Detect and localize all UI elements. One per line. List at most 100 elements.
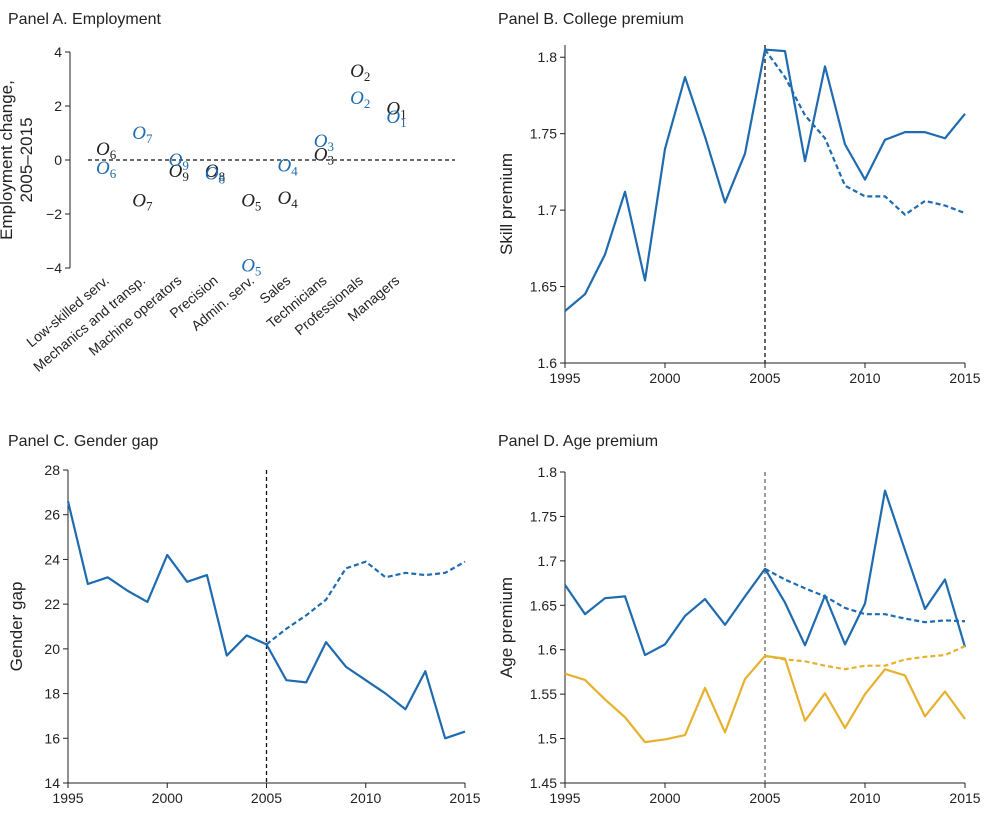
point-label-index: 7 [146, 131, 153, 146]
y-tick-label: 1.75 [530, 126, 557, 142]
point-label-base: O [205, 161, 219, 182]
x-tick-label: 2000 [649, 370, 680, 386]
point-label: O1 [386, 99, 406, 122]
y-tick-label: 26 [44, 507, 60, 523]
point-label-base: O [350, 61, 364, 82]
point-label-base: O [241, 255, 255, 276]
y-axis-label: Age premium [497, 577, 516, 678]
x-tick-label: 2010 [350, 790, 381, 806]
y-axis-label: Skill premium [497, 153, 516, 255]
y-axis-label: Employment change,2005–2015 [0, 80, 36, 240]
point-label: O7 [132, 123, 153, 146]
y-axis-label-line: Employment change, [0, 80, 16, 240]
point-label-index: 1 [400, 115, 407, 130]
y-tick-label: 1.7 [538, 202, 558, 218]
point-label: O8 [205, 161, 225, 184]
y-tick-label: 1.6 [538, 355, 558, 371]
panel-title: Panel A. Employment [8, 11, 162, 28]
y-tick-label: 22 [44, 596, 60, 612]
point-label-base: O [169, 161, 183, 182]
panel: Panel C. Gender gap Gender gap 14 16 18 20 22 2… [7, 433, 481, 806]
y-tick-label: 1.8 [538, 49, 558, 65]
point-label: O4 [278, 188, 299, 211]
y-axis-label: Gender gap [7, 582, 26, 672]
point-label-index: 5 [255, 263, 262, 278]
point-label-base: O [241, 191, 255, 212]
point-label-base: O [132, 123, 146, 144]
point-label-index: 8 [219, 172, 226, 187]
point-label-index: 9 [182, 158, 189, 173]
point-label-index: 9 [182, 169, 189, 184]
point-label: O9 [169, 161, 189, 184]
point-label: O4 [278, 155, 299, 178]
point-label-base: O [169, 150, 183, 171]
point-label-base: O [96, 139, 110, 160]
panel: Panel D. Age premium Age premium 1.45 1.5 1.… [497, 433, 981, 806]
point-label-index: 3 [328, 139, 335, 154]
y-tick-label: 28 [44, 462, 60, 478]
y-tick-label: 2 [54, 98, 62, 114]
x-tick-label: 2015 [449, 790, 480, 806]
point-label-base: O [278, 155, 292, 176]
y-tick-label: 1.75 [530, 508, 557, 524]
series-line [764, 567, 966, 624]
y-axis-label-line: Gender gap [7, 582, 26, 672]
point-label: O8 [205, 164, 225, 187]
x-tick-label: 2015 [949, 370, 980, 386]
point-label: O2 [350, 88, 370, 111]
point-label-index: 3 [328, 153, 335, 168]
point-label: O6 [96, 139, 117, 162]
y-tick-label: 18 [44, 686, 60, 702]
point-label-base: O [386, 99, 400, 120]
y-tick-label: 24 [44, 551, 60, 567]
y-tick-label: 1.5 [538, 731, 558, 747]
panel-title: Panel D. Age premium [498, 433, 658, 450]
x-tick-label: 2015 [949, 790, 980, 806]
y-tick-label: 1.8 [538, 464, 558, 480]
point-label-base: O [96, 158, 110, 179]
point-label-base: O [205, 164, 219, 185]
y-tick-label: 1.65 [530, 279, 557, 295]
x-tick-label: 1995 [549, 370, 580, 386]
y-axis-label-line: Age premium [497, 577, 516, 678]
point-label-index: 5 [255, 199, 262, 214]
point-label-index: 2 [364, 96, 371, 111]
x-tick-label: 2000 [649, 790, 680, 806]
x-tick-label: 2000 [152, 790, 183, 806]
y-tick-label: −2 [46, 206, 62, 222]
panel-title: Panel C. Gender gap [8, 433, 158, 450]
point-label-base: O [386, 107, 400, 128]
point-label: O3 [314, 131, 334, 154]
point-label: O2 [350, 61, 370, 84]
point-label-index: 7 [146, 199, 153, 214]
x-tick-label: 2005 [749, 370, 780, 386]
y-axis-label-line: Skill premium [497, 153, 516, 255]
point-label: O3 [314, 145, 334, 168]
point-label: O9 [169, 150, 189, 173]
y-tick-label: 1.65 [530, 597, 557, 613]
x-tick-label: 1995 [549, 790, 580, 806]
point-label-index: 8 [219, 169, 226, 184]
panel: Panel B. College premium Skill premium 1.6… [497, 11, 981, 386]
point-label: O7 [132, 191, 153, 214]
point-label-base: O [278, 188, 292, 209]
panel-title: Panel B. College premium [498, 11, 684, 28]
point-label: O1 [386, 107, 406, 130]
point-label-base: O [314, 145, 328, 166]
x-tick-label: 1995 [52, 790, 83, 806]
panel: Panel A. Employment Employment change,200… [0, 11, 455, 375]
point-label-index: 4 [291, 163, 298, 178]
y-axis-label-line: 2005–2015 [17, 117, 36, 202]
series-line [764, 48, 966, 216]
x-tick-label: 2005 [251, 790, 282, 806]
point-label: O5 [241, 191, 261, 214]
series-line [265, 560, 466, 646]
y-tick-label: 0 [54, 152, 62, 168]
point-label: O6 [96, 158, 117, 181]
y-tick-label: −4 [46, 260, 62, 276]
y-tick-label: 14 [44, 775, 60, 791]
y-tick-label: 1.7 [538, 553, 558, 569]
y-tick-label: 1.45 [530, 775, 557, 791]
point-label-base: O [314, 131, 328, 152]
y-tick-label: 4 [54, 44, 62, 60]
